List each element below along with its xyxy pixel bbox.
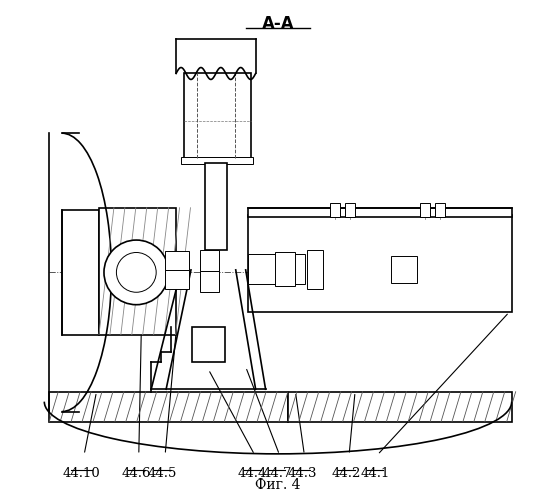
Text: Фиг. 4: Фиг. 4 [255,478,301,492]
Bar [248,254,305,284]
Text: 44.1: 44.1 [360,468,390,480]
Text: 44.2: 44.2 [332,468,361,480]
Bar [330,203,340,216]
Text: 44.10: 44.10 [63,468,101,480]
Text: 44.5: 44.5 [148,468,177,480]
Text: 44.7: 44.7 [262,468,292,480]
Bar [192,327,225,362]
Circle shape [116,252,156,292]
Polygon shape [49,392,288,422]
Bar [200,250,219,271]
Bar [99,208,176,334]
Bar [181,156,253,164]
Bar [420,203,430,216]
Bar [200,271,219,292]
Text: 44.4: 44.4 [237,468,267,480]
Text: 44.3: 44.3 [287,468,316,480]
Bar [307,250,322,289]
Bar [248,208,512,216]
Bar [165,251,189,270]
Bar [391,256,417,283]
Bar [345,203,355,216]
Polygon shape [288,392,512,422]
Text: 44.6: 44.6 [122,468,151,480]
Text: А-А: А-А [262,15,294,33]
Circle shape [104,240,168,304]
Bar [183,74,251,158]
Bar [435,203,445,216]
Bar [275,252,295,286]
Bar [165,270,189,289]
Bar [205,163,227,250]
Bar [62,210,99,334]
Bar [248,215,512,312]
